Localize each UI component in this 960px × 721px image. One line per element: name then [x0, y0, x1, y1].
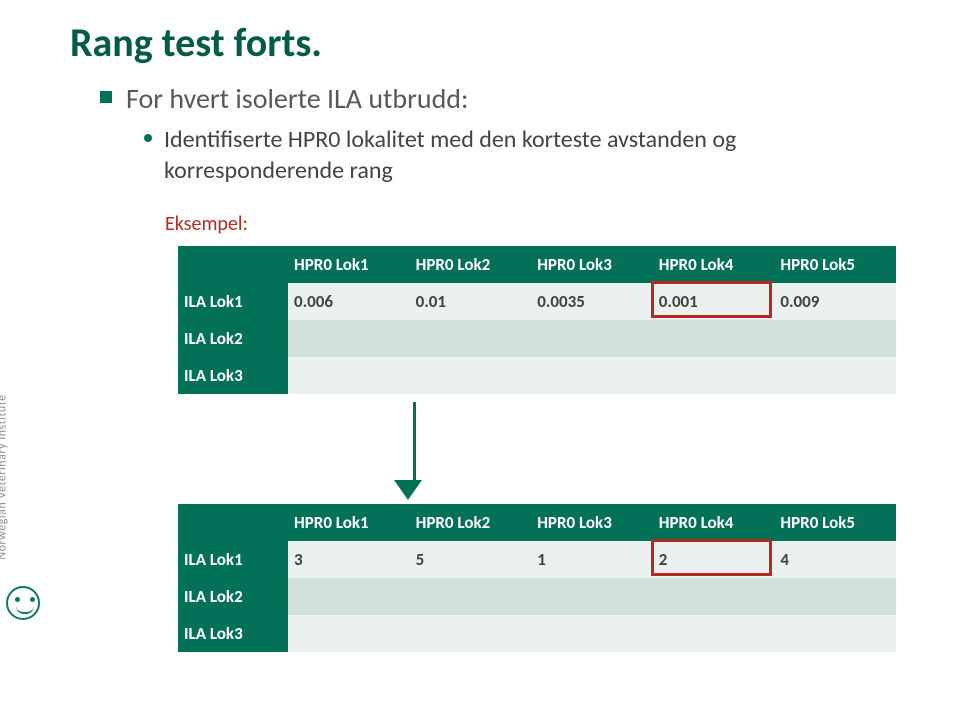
distance-table: HPR0 Lok1 HPR0 Lok2 HPR0 Lok3 HPR0 Lok4 … — [178, 246, 896, 394]
col-header: HPR0 Lok4 — [653, 504, 775, 541]
table-cell — [531, 320, 653, 357]
col-header: HPR0 Lok1 — [288, 504, 410, 541]
table-cell — [531, 615, 653, 652]
bullet2-text: Identifiserte HPR0 lokalitet med den kor… — [164, 124, 910, 186]
corner-cell — [178, 504, 288, 541]
page-title: Rang test forts. — [70, 18, 910, 67]
table-cell — [531, 357, 653, 394]
table-bottom-wrap: HPR0 Lok1 HPR0 Lok2 HPR0 Lok3 HPR0 Lok4 … — [178, 504, 896, 652]
table-cell — [653, 578, 775, 615]
table-cell: 3 — [288, 541, 410, 578]
table-header-row: HPR0 Lok1 HPR0 Lok2 HPR0 Lok3 HPR0 Lok4 … — [178, 504, 896, 541]
table-cell — [410, 357, 532, 394]
row-header: ILA Lok3 — [178, 357, 288, 394]
table-row: ILA Lok1 3 5 1 2 4 — [178, 541, 896, 578]
table-cell — [288, 615, 410, 652]
table-cell: 0.01 — [410, 283, 532, 320]
example-label: Eksempel: — [165, 212, 910, 236]
down-arrow-icon — [406, 402, 422, 500]
col-header: HPR0 Lok5 — [774, 504, 896, 541]
col-header: HPR0 Lok1 — [288, 246, 410, 283]
institute-logo: Norwegian Veterinary Institute — [6, 150, 36, 630]
table-cell — [531, 578, 653, 615]
bullet-level2: Identifiserte HPR0 lokalitet med den kor… — [144, 124, 910, 186]
col-header: HPR0 Lok5 — [774, 246, 896, 283]
logo-mark — [6, 586, 40, 620]
table-cell: 0.009 — [774, 283, 896, 320]
table-cell: 5 — [410, 541, 532, 578]
table-cell: 0.001 — [653, 283, 775, 320]
institute-name: Norwegian Veterinary Institute — [0, 394, 10, 559]
table-cell — [653, 615, 775, 652]
table-row: ILA Lok2 — [178, 578, 896, 615]
row-header: ILA Lok1 — [178, 541, 288, 578]
row-header: ILA Lok2 — [178, 578, 288, 615]
table-cell — [774, 357, 896, 394]
table-cell — [774, 320, 896, 357]
table-cell — [653, 320, 775, 357]
col-header: HPR0 Lok2 — [410, 504, 532, 541]
table-cell — [653, 357, 775, 394]
col-header: HPR0 Lok2 — [410, 246, 532, 283]
table-cell — [410, 320, 532, 357]
table-cell: 0.006 — [288, 283, 410, 320]
table-cell — [288, 578, 410, 615]
table-top-wrap: HPR0 Lok1 HPR0 Lok2 HPR0 Lok3 HPR0 Lok4 … — [178, 246, 896, 394]
col-header: HPR0 Lok4 — [653, 246, 775, 283]
bullet1-text: For hvert isolerte ILA utbrudd: — [126, 81, 469, 116]
row-header: ILA Lok2 — [178, 320, 288, 357]
table-cell — [410, 615, 532, 652]
corner-cell — [178, 246, 288, 283]
table-row: ILA Lok3 — [178, 615, 896, 652]
row-header: ILA Lok3 — [178, 615, 288, 652]
table-cell — [774, 578, 896, 615]
table-header-row: HPR0 Lok1 HPR0 Lok2 HPR0 Lok3 HPR0 Lok4 … — [178, 246, 896, 283]
table-row: ILA Lok3 — [178, 357, 896, 394]
col-header: HPR0 Lok3 — [531, 246, 653, 283]
table-cell — [410, 578, 532, 615]
table-cell — [288, 357, 410, 394]
bullet-level1: For hvert isolerte ILA utbrudd: — [100, 81, 910, 116]
rank-table: HPR0 Lok1 HPR0 Lok2 HPR0 Lok3 HPR0 Lok4 … — [178, 504, 896, 652]
arrow-region — [70, 394, 910, 504]
col-header: HPR0 Lok3 — [531, 504, 653, 541]
table-row: ILA Lok2 — [178, 320, 896, 357]
slide: Norwegian Veterinary Institute Rang test… — [0, 0, 960, 721]
table-cell: 2 — [653, 541, 775, 578]
row-header: ILA Lok1 — [178, 283, 288, 320]
table-cell — [774, 615, 896, 652]
table-cell: 4 — [774, 541, 896, 578]
table-cell — [288, 320, 410, 357]
square-bullet-icon — [100, 91, 112, 103]
content-area: Rang test forts. For hvert isolerte ILA … — [70, 18, 910, 652]
circle-bullet-icon — [144, 134, 152, 142]
table-cell: 1 — [531, 541, 653, 578]
table-cell: 0.0035 — [531, 283, 653, 320]
table-row: ILA Lok1 0.006 0.01 0.0035 0.001 0.009 — [178, 283, 896, 320]
